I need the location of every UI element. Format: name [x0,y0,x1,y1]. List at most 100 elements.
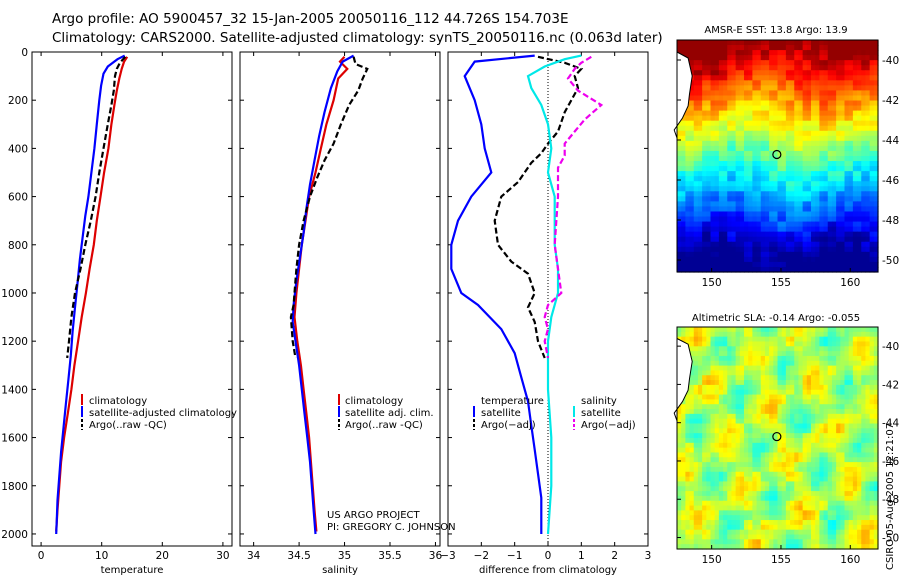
map-cell [710,389,716,396]
map-cell [764,105,770,112]
map-cell [869,40,875,46]
map-cell [869,389,875,396]
map-cell [681,404,686,410]
map-cell [790,95,795,102]
map-cell [848,150,854,157]
map-cell [785,365,791,372]
map-cell [811,186,816,192]
map-cell [840,534,846,540]
map-cell [693,341,699,347]
map-cell [689,534,695,540]
map-cell [873,370,879,376]
map-cell [706,211,712,218]
map-cell [823,394,829,400]
map-cell [790,399,795,405]
map-cell [836,40,841,46]
map-cell [748,529,753,536]
map-cell [752,145,758,152]
map-cell [693,166,699,172]
map-cell [689,65,695,71]
map-cell [752,186,758,192]
map-cell [777,394,783,400]
map-cell [693,261,699,268]
map-cell [735,156,741,162]
map-cell [827,70,833,76]
map-cell [852,231,858,238]
map-cell [873,206,879,213]
map-cell [798,206,804,213]
map-cell [794,241,800,248]
map-cell [693,171,699,177]
map-cell [777,211,783,218]
map-cell [748,55,753,61]
map-cell [706,221,712,228]
map-cell [769,201,774,208]
map-cell [831,130,837,137]
map-cell [744,201,749,208]
map-cell [781,515,787,521]
map-cell [869,515,875,521]
map-cell [794,135,800,142]
map-cell [744,236,749,243]
map-cell [865,100,871,107]
map-cell [756,140,762,147]
map-cell [802,40,808,46]
map-cell [748,60,753,66]
map-cell [865,201,871,208]
map-cell [723,45,728,51]
map-cell [844,70,850,76]
map-cell [769,505,774,511]
map-cell [861,384,867,391]
map-cell [861,360,867,367]
map-cell [735,520,741,526]
map-cell [756,341,762,347]
map-cell [781,442,787,449]
map-cell [798,418,804,425]
map-cell [785,186,791,192]
map-cell [785,336,791,343]
map-cell [844,466,850,473]
map-cell [781,171,787,177]
map-cell [689,176,695,182]
map-cell [731,380,737,386]
map-cell [840,70,846,76]
ytick-label: 400 [8,143,28,155]
map-cell [685,266,691,273]
map-cell [869,241,875,248]
map-cell [702,241,707,248]
map-cell [844,80,850,86]
map-cell [806,130,812,137]
map-cell [819,70,825,76]
map-cell [731,524,737,531]
map-cell [739,161,745,167]
map-cell [790,201,795,208]
map-cell [756,186,762,192]
map-cell [819,404,825,410]
map-cell [718,481,724,487]
map-cell [798,60,804,66]
map-cell [857,399,862,405]
map-cell [689,130,695,137]
map-cell [819,471,825,478]
map-cell [848,231,854,238]
map-cell [760,236,766,243]
map-cell [857,515,862,521]
map-cell [844,266,850,273]
map-cell [773,375,779,381]
xtick-label: 3 [645,550,652,562]
map-cell [852,539,858,545]
map-cell [739,355,745,362]
map-cell [806,166,812,172]
map-cell [785,346,791,352]
map-cell [806,409,812,415]
map-cell [689,211,695,218]
map-cell [760,336,766,343]
map-cell [815,246,820,253]
map-cell [819,481,825,487]
map-cell [685,520,691,526]
map-cell [844,327,850,333]
map-cell [794,191,800,197]
map-cell [823,135,829,142]
map-cell [811,140,816,147]
map-cell [739,45,745,51]
